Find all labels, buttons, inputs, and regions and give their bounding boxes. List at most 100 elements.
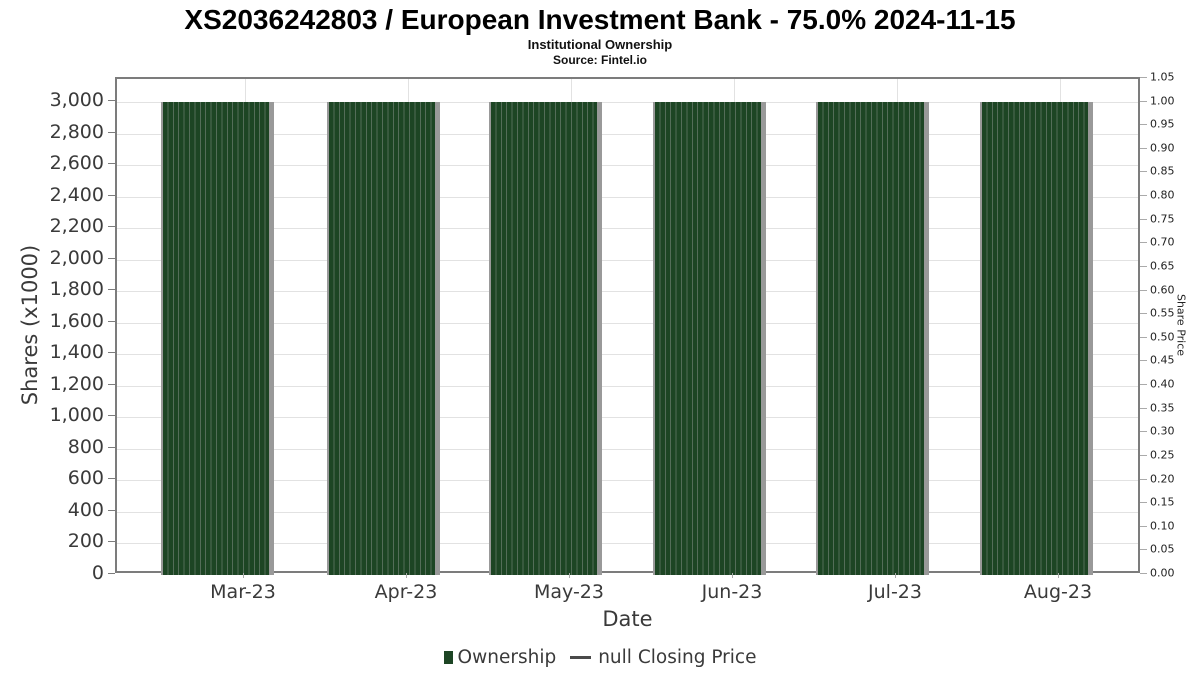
h-gridline [117,511,1138,513]
x-axis-tick-label: Aug-23 [1023,581,1093,603]
closing-price-line-icon [570,656,592,659]
left-axis-tickmark [108,541,115,543]
plot-area [115,77,1140,575]
left-axis-tickmark [108,226,115,228]
left-axis-tickmark [108,446,115,448]
h-gridline [117,354,1138,356]
left-axis-tickmark [108,194,115,196]
right-axis-tick-label: 0.85 [1150,164,1175,178]
left-axis-tickmark [108,289,115,291]
left-axis-tick-label: 2,800 [49,120,104,143]
left-axis-tick-label: 1,200 [49,372,104,395]
right-axis-tick-label: 1.05 [1150,70,1175,84]
ownership-bar-swatch-icon [443,651,453,664]
right-axis-tick-label: 0.35 [1150,401,1175,415]
h-gridline [117,102,1138,103]
left-axis-tickmark [108,100,115,101]
left-axis-tick-label: 1,000 [49,404,104,427]
right-axis-tickmark [1140,573,1147,574]
right-axis-tick-label: 0.60 [1150,283,1175,297]
left-axis-tick-label: 2,000 [49,246,104,269]
right-axis-tickmark [1140,171,1147,173]
right-axis-tickmark [1140,384,1147,386]
h-gridline [117,385,1138,387]
ownership-bar-group-apr-23 [327,102,440,575]
left-axis-title: Shares (x1000) [18,244,42,406]
right-axis-tickmark [1140,336,1147,338]
h-gridline [117,196,1138,198]
x-axis-title: Date [602,607,653,631]
x-axis-tick-label: Jun-23 [701,581,763,603]
right-axis-tickmark [1140,242,1147,244]
left-axis-tickmark [108,383,115,385]
x-axis-tickmark [569,573,570,578]
right-axis-tickmark [1140,77,1147,78]
left-axis-tick-label: 1,400 [49,341,104,364]
h-gridline [117,448,1138,450]
x-axis-tickmark [406,573,407,578]
x-axis-tick-label: May-23 [534,581,604,603]
right-axis-tick-label: 0.75 [1150,212,1175,226]
right-axis-tick-label: 0.50 [1150,330,1175,344]
h-gridline [117,291,1138,293]
right-axis-tick-label: 0.95 [1150,117,1175,131]
left-axis-tickmark [108,509,115,511]
left-axis-tick-label: 2,600 [49,152,104,175]
chart-legend: Ownership null Closing Price [0,647,1200,668]
right-axis-tick-label: 0.15 [1150,495,1175,509]
h-gridline [117,228,1138,230]
right-axis-tick-label: 0.90 [1150,141,1175,155]
x-axis-tick-label: Apr-23 [374,581,438,603]
chart-source: Source: Fintel.io [552,53,647,67]
right-axis-tick-label: 0.10 [1150,519,1175,533]
ownership-bar-group-jul-23 [816,102,929,575]
right-axis-tickmark [1140,265,1147,267]
right-axis-tick-label: 0.55 [1150,306,1175,320]
right-axis-tickmark [1140,313,1147,315]
right-axis-tickmark [1140,431,1147,433]
right-axis-tickmark [1140,478,1147,480]
right-axis-tick-label: 0.80 [1150,188,1175,202]
right-axis-tick-label: 0.00 [1150,566,1175,580]
right-axis-tickmark [1140,147,1147,149]
ownership-bar-group-may-23 [489,102,602,575]
h-gridline [117,322,1138,324]
right-axis-tick-label: 0.70 [1150,235,1175,249]
right-axis-tickmark [1140,195,1147,197]
h-gridline [117,165,1138,167]
x-axis-tickmark [1058,573,1059,578]
right-axis-tick-label: 0.25 [1150,448,1175,462]
h-gridline [117,480,1138,482]
right-axis-tick-label: 0.05 [1150,542,1175,556]
x-axis-tickmark [895,573,896,578]
right-axis-tickmark [1140,218,1147,220]
left-axis-tickmark [108,478,115,480]
chart-title: XS2036242803 / European Investment Bank … [184,4,1016,35]
x-axis-tick-label: Mar-23 [210,581,276,603]
legend-price-label: null Closing Price [598,647,757,668]
left-axis-tick-label: 1,600 [49,309,104,332]
left-axis-tickmark [108,320,115,322]
legend-ownership-label: Ownership [457,647,557,668]
left-axis-tickmark [108,352,115,354]
h-gridline [117,133,1138,135]
h-gridline [117,543,1138,545]
left-axis-tick-label: 0 [91,562,104,584]
x-axis-tickmark [732,573,733,578]
left-axis-tickmark [108,415,115,417]
right-axis-tick-label: 0.40 [1150,377,1175,391]
left-axis-tick-label: 1,800 [49,278,104,301]
left-axis-tick-label: 200 [67,530,104,553]
right-axis-tickmark [1140,549,1147,551]
left-axis-tick-label: 400 [67,498,104,521]
right-axis-tickmark [1140,289,1147,291]
left-axis-tick-label: 2,400 [49,183,104,206]
left-axis-tick-label: 600 [67,467,104,490]
right-axis-tickmark [1140,100,1147,102]
right-axis-tick-label: 0.30 [1150,424,1175,438]
left-axis-tickmark [108,573,115,574]
ownership-bar-group-jun-23 [653,102,766,575]
h-gridline [117,259,1138,261]
ownership-bar-group-aug-23 [980,102,1093,575]
